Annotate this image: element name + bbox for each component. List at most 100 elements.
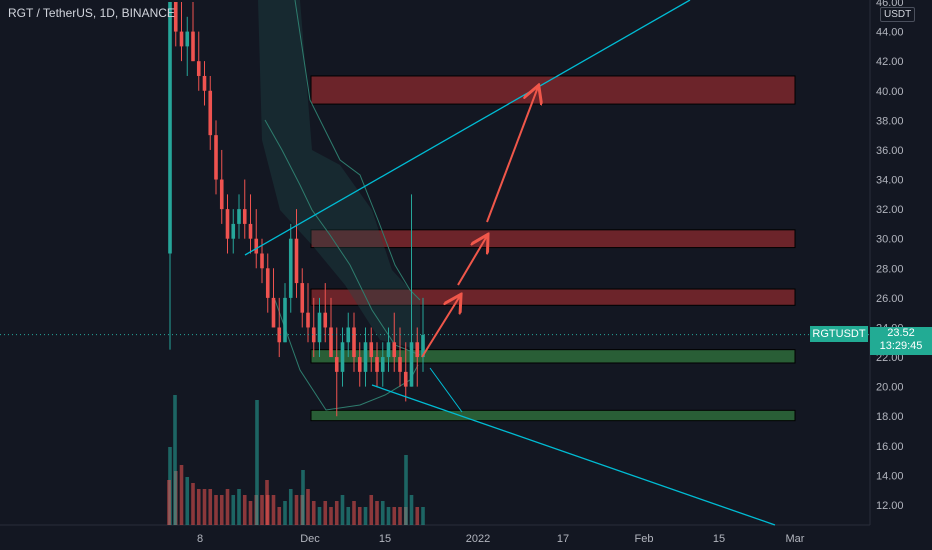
volume-bar [277, 507, 282, 525]
volume-bar [255, 400, 259, 525]
candle-body [329, 327, 333, 358]
volume-bar [271, 495, 276, 525]
candle-body [363, 342, 368, 372]
price-tick-label: 22.00 [876, 352, 904, 364]
price-tick-label: 28.00 [876, 263, 904, 275]
price-tick-label: 40.00 [876, 86, 904, 98]
volume-bar [392, 507, 397, 525]
candle-body [288, 238, 293, 298]
candle-body [403, 371, 408, 387]
volume-bar [409, 495, 414, 525]
candle-body [168, 2, 172, 254]
band-middle [264, 119, 421, 356]
candle-body [225, 209, 230, 239]
volume-bar [202, 489, 207, 525]
price-tick-label: 44.00 [876, 27, 904, 39]
band-upper [294, 0, 421, 301]
candle-body [196, 61, 201, 76]
candle-body [294, 238, 299, 284]
candle-body [242, 209, 247, 224]
candle-body [306, 312, 310, 328]
volume-bar [386, 507, 391, 525]
price-tick-label: 32.00 [876, 204, 904, 216]
volume-bar [323, 501, 328, 525]
volume-bar [398, 507, 402, 525]
price-tick-label: 26.00 [876, 293, 904, 305]
volume-bar [352, 501, 356, 525]
price-tick-label: 34.00 [876, 175, 904, 187]
volume-bar [260, 495, 264, 525]
price-tick-label: 30.00 [876, 234, 904, 246]
time-tick-label: 2022 [466, 533, 490, 545]
volume-bar [404, 455, 408, 525]
support-zone [310, 349, 796, 364]
volume-bar [346, 507, 351, 525]
candle-body [237, 209, 241, 224]
projection-arrow [457, 236, 487, 286]
volume-bar [288, 489, 293, 525]
last-price-label: 23.52 13:29:45 [870, 327, 932, 355]
candle-body [421, 334, 425, 358]
candle-body [260, 253, 264, 269]
volume-bar [237, 489, 241, 525]
time-tick-label: 15 [713, 533, 725, 545]
candle-body [214, 135, 218, 180]
volume-bar [369, 495, 374, 525]
candle-body [323, 312, 328, 328]
candle-body [386, 342, 391, 358]
volume-bar [225, 489, 230, 525]
candle-body [271, 297, 276, 328]
volume-bar [283, 501, 287, 525]
candle-body [317, 312, 322, 343]
volume-bar [363, 507, 368, 525]
time-tick-label: Feb [635, 533, 654, 545]
candle-body [300, 283, 305, 313]
chart-title: RGT / TetherUS, 1D, BINANCE [8, 6, 175, 20]
resistance-zone [310, 229, 796, 249]
candle-body [191, 31, 195, 62]
band-fill [258, 0, 420, 350]
falling-trendline [371, 384, 776, 526]
candle-body [375, 357, 379, 372]
price-tick-label: 38.00 [876, 115, 904, 127]
volume-bar [306, 489, 310, 525]
candle-body [409, 342, 414, 387]
candle-body [208, 90, 213, 136]
candle-body [380, 357, 385, 372]
candle-body [415, 342, 420, 358]
volume-bar [185, 477, 190, 525]
projection-arrow [486, 87, 538, 223]
volume-bar [317, 507, 322, 525]
candle-body [185, 31, 190, 47]
volume-bar [214, 495, 218, 525]
candle-body [254, 238, 259, 254]
projection-arrow [421, 296, 460, 358]
volume-bar [334, 501, 339, 525]
support-zone [310, 409, 796, 422]
candle-body [219, 179, 224, 210]
volume-bar [421, 507, 425, 525]
price-tick-label: 12.00 [876, 500, 904, 512]
candle-body [179, 31, 184, 47]
volume-bar [191, 483, 195, 525]
price-tick-label: 16.00 [876, 441, 904, 453]
resistance-zone [310, 288, 796, 306]
candle-body [369, 342, 374, 358]
candle-body [352, 327, 356, 358]
candle-body [231, 223, 236, 239]
volume-bar [311, 501, 316, 525]
candle-body [357, 357, 362, 372]
candle-body [311, 327, 316, 343]
volume-bar [340, 495, 345, 525]
currency-badge[interactable]: USDT [880, 7, 916, 22]
volume-bar [357, 507, 362, 525]
candle-body [173, 2, 178, 32]
volume-bar [375, 501, 379, 525]
volume-bar [167, 480, 171, 525]
price-tick-label: 14.00 [876, 470, 904, 482]
projection-line [429, 367, 463, 413]
candle-body [392, 342, 397, 358]
volume-bar [294, 495, 299, 525]
time-tick-label: 8 [197, 533, 203, 545]
